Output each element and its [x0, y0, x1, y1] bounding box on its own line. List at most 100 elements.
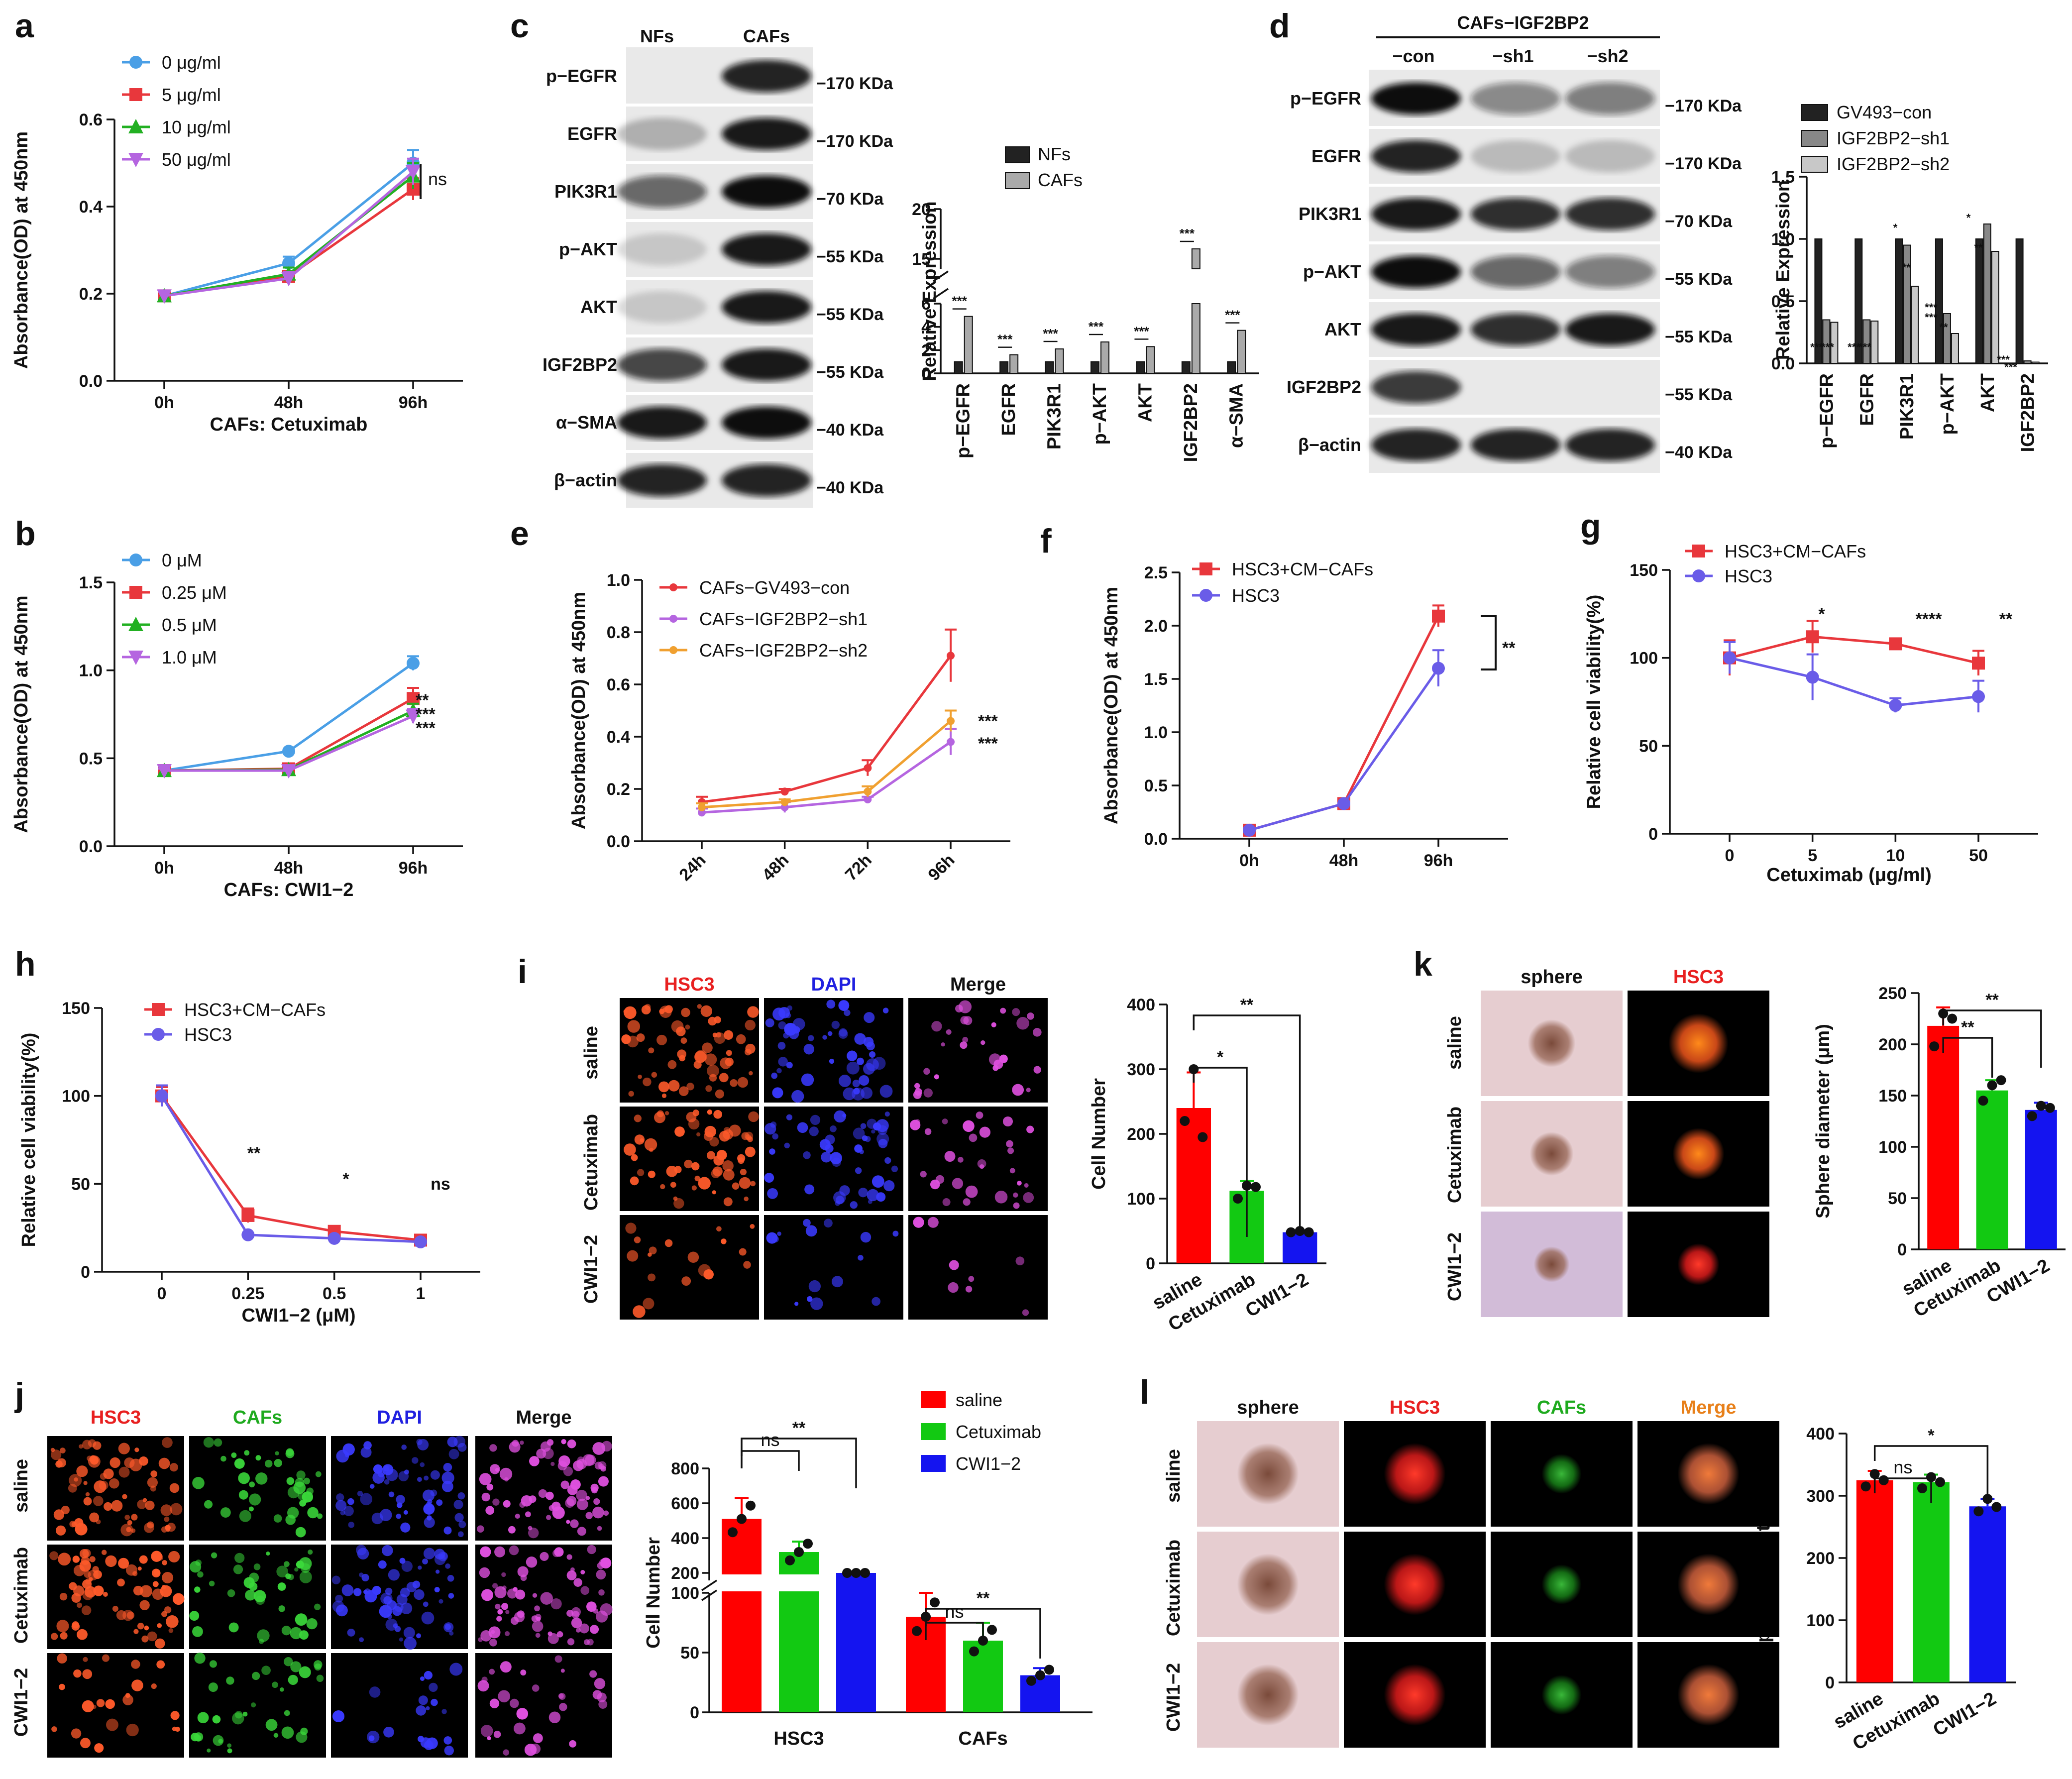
cell-dot [803, 1044, 814, 1055]
cell-dot [661, 1093, 667, 1098]
cell-dot [737, 1077, 749, 1088]
bar-l-2 [1969, 1506, 2006, 1682]
cell-dot [678, 1086, 689, 1097]
cell-dot [347, 1628, 355, 1637]
cell-dot [859, 1075, 870, 1086]
cell-dot [712, 1166, 723, 1177]
sig-bracket-l [1873, 1477, 1932, 1503]
cell-dot [723, 1197, 733, 1207]
cell-dot [955, 1004, 963, 1013]
x-tick-label-f: 96h [1424, 851, 1453, 870]
cell-dot [786, 1062, 793, 1069]
sig-label-g: ** [1999, 610, 2013, 629]
cell-dot [194, 1653, 206, 1664]
cell-dot [457, 1531, 464, 1538]
data-point-j [785, 1555, 795, 1565]
cell-dot [82, 1589, 94, 1600]
micrograph-tile [47, 1653, 184, 1758]
cell-dot [979, 1126, 991, 1138]
cell-dot [141, 1635, 149, 1643]
cell-dot [295, 1477, 305, 1487]
cell-dot [794, 1302, 799, 1306]
cell-dot [694, 1175, 700, 1182]
cell-dot [593, 1498, 600, 1505]
y-tick-label-c: 20 [912, 200, 931, 219]
cell-dot [767, 1188, 778, 1199]
cell-dot [589, 1670, 597, 1678]
cell-dot [444, 1746, 454, 1756]
cell-dot [412, 1580, 421, 1588]
sphere-blob [1529, 1132, 1574, 1176]
y-tick-label-j: 100 [671, 1584, 699, 1603]
sig-label-k: ** [1961, 1018, 1974, 1037]
cell-dot [517, 1610, 525, 1618]
y-tick-label-j: 0 [690, 1703, 699, 1722]
cell-dot [299, 1666, 311, 1678]
cell-dot [85, 1492, 90, 1497]
axis-break-j [701, 1579, 717, 1601]
data-point-a-3 [157, 289, 172, 304]
data-point-e-2 [864, 787, 872, 796]
band-c [617, 291, 707, 324]
cell-dot [189, 1561, 202, 1573]
x-tick-label-d: p−AKT [1937, 373, 1958, 435]
cell-dot [651, 1072, 657, 1078]
cell-dot [73, 1669, 82, 1678]
band-d [1471, 255, 1560, 288]
cell-dot [307, 1507, 319, 1519]
row-label-l: saline [1163, 1449, 1184, 1503]
cell-dot [960, 1041, 968, 1049]
y-tick-label-e: 0.2 [607, 780, 630, 799]
cell-dot [821, 1151, 832, 1163]
data-point-l [1869, 1469, 1880, 1479]
cell-dot [131, 1528, 136, 1533]
bar-d [1911, 286, 1919, 364]
cell-dot [569, 1740, 577, 1748]
bar-d [1975, 238, 1983, 364]
row-label-j: CWI1−2 [11, 1668, 32, 1737]
cell-dot [385, 1468, 398, 1481]
cell-dot [628, 1091, 634, 1097]
cell-dot [363, 1589, 368, 1594]
cell-dot [935, 1175, 945, 1184]
bar-c [1237, 330, 1246, 374]
cell-dot [209, 1580, 215, 1587]
cell-dot [866, 1041, 875, 1051]
cell-dot [378, 1470, 385, 1477]
cell-dot [385, 1587, 393, 1595]
cell-dot [962, 1037, 969, 1043]
cell-dot [503, 1500, 511, 1508]
cell-dot [360, 1446, 372, 1458]
cell-dot [228, 1622, 239, 1633]
cell-dot [72, 1621, 79, 1629]
cell-dot [133, 1629, 139, 1634]
cell-dot [82, 1440, 92, 1449]
cell-dot [778, 1021, 786, 1030]
cell-dot [290, 1661, 302, 1672]
cell-dot [127, 1520, 132, 1525]
cell-dot [503, 1749, 510, 1756]
data-point-k [1929, 1041, 1940, 1052]
cell-dot [400, 1602, 413, 1614]
cell-dot [71, 1728, 82, 1739]
cell-dot [164, 1606, 172, 1614]
cell-dot [666, 1165, 678, 1177]
cell-dot [786, 1114, 792, 1120]
cell-dot [1022, 1309, 1029, 1316]
cell-dot [550, 1461, 555, 1466]
cell-dot [396, 1513, 402, 1519]
y-tick-label-a: 0.4 [79, 198, 103, 217]
cell-dot [252, 1671, 260, 1680]
x-tick-label-f: 0h [1239, 851, 1259, 870]
legend-label-a: 5 μg/ml [162, 85, 221, 105]
cell-dot [567, 1638, 575, 1646]
sig-bracket-f [1481, 615, 1497, 670]
bar-d [1943, 313, 1951, 364]
y-tick-label-k: 250 [1878, 984, 1907, 1003]
kda-marker-c: −40 KDa [816, 421, 884, 440]
sig-label-d: *** [1848, 341, 1860, 353]
cell-dot [480, 1725, 493, 1737]
cell-dot [101, 1550, 107, 1555]
kda-marker-d: −55 KDa [1665, 385, 1733, 404]
cell-dot [783, 1032, 789, 1039]
